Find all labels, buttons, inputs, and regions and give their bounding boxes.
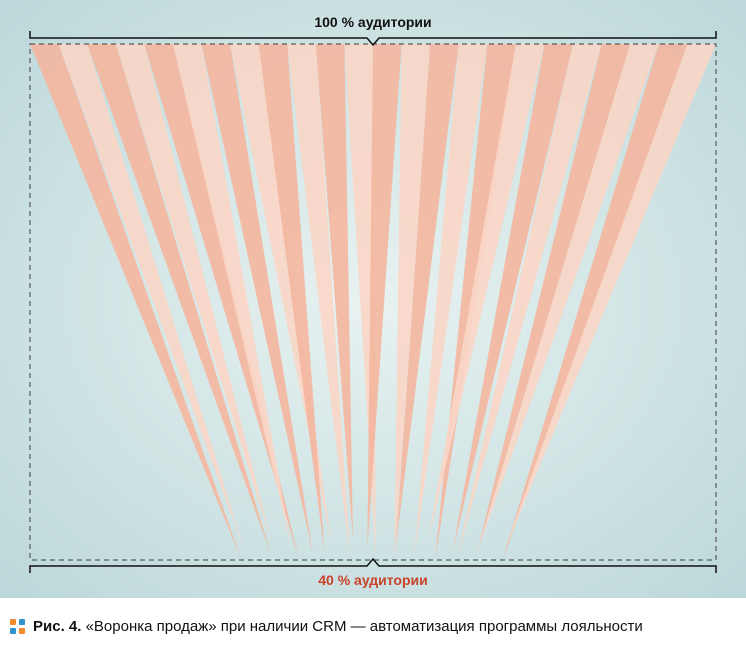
caption-body: «Воронка продаж» при наличии CRM — автом… bbox=[81, 618, 642, 635]
figure-container: 100 % аудитории 40 % аудитории Рис. 4. «… bbox=[0, 0, 746, 646]
funnel-diagram bbox=[0, 0, 746, 598]
diagram-area: 100 % аудитории 40 % аудитории bbox=[0, 0, 746, 598]
caption-prefix: Рис. 4. bbox=[33, 618, 81, 635]
bottom-audience-label: 40 % аудитории bbox=[0, 572, 746, 588]
caption-text: Рис. 4. «Воронка продаж» при наличии CRM… bbox=[33, 618, 643, 635]
caption-bullet-icon bbox=[10, 619, 25, 634]
top-audience-label: 100 % аудитории bbox=[0, 14, 746, 30]
figure-caption: Рис. 4. «Воронка продаж» при наличии CRM… bbox=[0, 606, 746, 646]
